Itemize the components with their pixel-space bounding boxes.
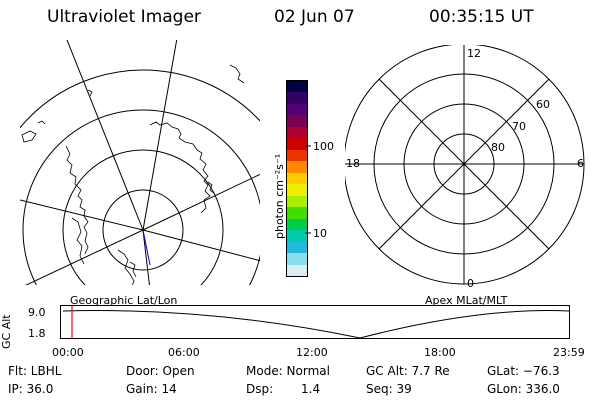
lat-circle-60: [22, 109, 260, 285]
colorbar-swatch: [287, 103, 307, 116]
altitude-plot-frame: [60, 305, 570, 339]
colorbar-swatch: [287, 172, 307, 185]
colorbar-swatch: [287, 161, 307, 173]
geo-longitude-status: GLon: 336.0: [487, 382, 560, 396]
altitude-tick-min: 1.8: [28, 327, 46, 340]
geographic-panel-label: Geographic Lat/Lon: [70, 294, 178, 307]
altitude-plot: [60, 305, 570, 339]
apex-polar-plot: [345, 45, 585, 285]
mlat-label-60: 60: [536, 98, 550, 111]
colorbar-swatch: [287, 81, 307, 93]
meridian-line: [142, 229, 260, 262]
colorbar-swatch: [287, 264, 307, 276]
colorbar-swatch: [287, 138, 307, 150]
ip-status: IP: 36.0: [8, 382, 54, 396]
altitude-axis-label: GC Alt: [0, 314, 13, 349]
sequence-status: Seq: 39: [366, 382, 412, 396]
mlt-line-diagonal: [378, 78, 550, 250]
colorbar-unit-label: photon cm⁻²s⁻¹: [273, 153, 286, 239]
door-status: Door: Open: [126, 364, 195, 378]
time-tick-0600: 06:00: [168, 346, 200, 359]
altitude-curve: [62, 310, 570, 339]
geographic-map: [20, 40, 260, 285]
lat-circle-80: [102, 189, 184, 271]
meridian-line: [20, 199, 144, 231]
time-tick-0000: 00:00: [52, 346, 84, 359]
colorbar-swatch: [287, 92, 307, 104]
time-tick-1800: 18:00: [424, 346, 456, 359]
mlt-label-6: 6: [577, 157, 584, 170]
colorbar-swatch: [287, 230, 307, 242]
mode-status: Mode: Normal: [246, 364, 330, 378]
colorbar-swatch: [287, 218, 307, 231]
app-title: Ultraviolet Imager: [47, 7, 201, 27]
time-tick-2359: 23:59: [553, 346, 585, 359]
meridian-line: [142, 229, 150, 285]
colorbar-ticks: [305, 145, 311, 234]
colorbar-swatch: [287, 253, 307, 265]
meridian-line: [142, 40, 178, 231]
gc-altitude-status: GC Alt: 7.7 Re: [366, 364, 450, 378]
altitude-tick-max: 9.0: [28, 306, 46, 319]
colorbar-swatch: [287, 126, 307, 139]
geo-latitude-status: GLat: −76.3: [487, 364, 560, 378]
satellite-track: [142, 229, 151, 266]
mlt-label-0: 0: [467, 277, 474, 290]
colorbar-swatch: [287, 115, 307, 127]
mlat-label-70: 70: [512, 120, 526, 133]
apex-panel-label: Apex MLat/MLT: [425, 294, 508, 307]
time-label: 00:35:15 UT: [429, 7, 534, 27]
filter-status: Flt: LBHL: [8, 364, 62, 378]
meridian-line: [66, 40, 144, 231]
colorbar-swatch: [287, 241, 307, 254]
time-tick-1200: 12:00: [296, 346, 328, 359]
colorbar: [286, 80, 308, 277]
mlt-label-12: 12: [467, 47, 481, 60]
display-value: 1.4: [301, 382, 321, 396]
coastline: [21, 64, 245, 285]
lat-circle-70: [62, 149, 224, 285]
mlt-label-18: 18: [346, 157, 360, 170]
colorbar-tick-10: 10: [313, 227, 327, 240]
colorbar-swatch: [287, 195, 307, 208]
lat-circle-50: [20, 69, 260, 129]
colorbar-tick-100: 100: [313, 140, 334, 153]
colorbar-swatch: [287, 149, 307, 162]
date-label: 02 Jun 07: [274, 7, 355, 27]
gain-status: Gain: 14: [126, 382, 177, 396]
colorbar-swatch: [287, 184, 307, 196]
mlat-label-80: 80: [491, 141, 505, 154]
colorbar-swatch: [287, 207, 307, 219]
display-label: Dsp:: [246, 382, 274, 396]
